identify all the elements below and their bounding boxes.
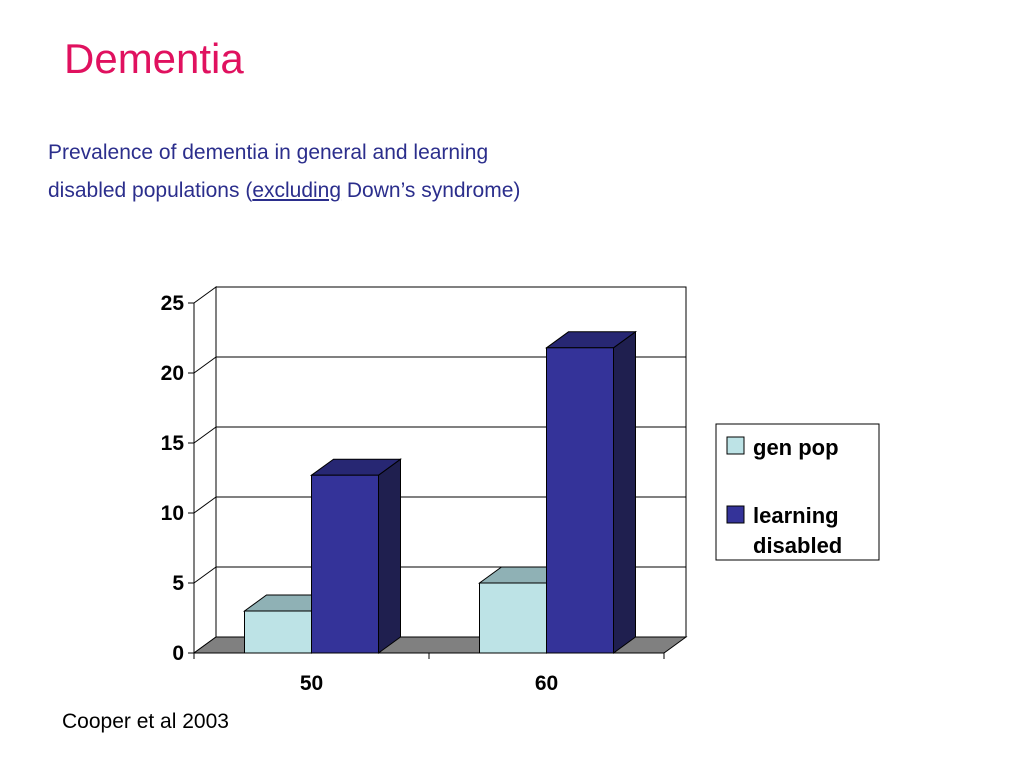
legend-swatch — [726, 436, 745, 455]
y-tick-label: 25 — [161, 292, 185, 315]
legend-label: disabled — [753, 533, 842, 558]
bar-front — [546, 347, 614, 654]
y-tick-label: 0 — [172, 642, 184, 665]
slide-title: Dementia — [64, 35, 244, 82]
subtitle-line-2-pre: disabled populations ( — [48, 179, 253, 202]
bar-front — [311, 474, 379, 654]
chart-subtitle: Prevalence of dementia in general and le… — [48, 134, 520, 210]
bar-side — [378, 458, 401, 654]
y-tick-label: 10 — [161, 502, 184, 525]
subtitle-line-2: disabled populations (excluding Down’s s… — [48, 172, 520, 210]
gridline-side — [193, 566, 217, 584]
bars — [242, 330, 638, 654]
y-tick-label: 15 — [161, 432, 185, 455]
y-tick-label: 20 — [161, 362, 184, 385]
subtitle-underlined-word: excluding — [252, 179, 342, 202]
subtitle-line-1: Prevalence of dementia in general and le… — [48, 141, 489, 164]
legend: gen pop learning disabled — [715, 423, 880, 561]
bar-front — [479, 582, 547, 654]
gridline-side — [193, 426, 217, 444]
y-tick-label: 5 — [172, 572, 184, 595]
y-axis: 0 5 10 15 20 25 — [161, 292, 195, 665]
gridline-side — [193, 356, 217, 374]
bar-side — [613, 330, 636, 654]
x-tick-label: 60 — [535, 672, 558, 695]
bar — [544, 330, 638, 654]
bar — [309, 458, 403, 654]
subtitle-line-2-post: Down’s syndrome) — [341, 179, 521, 202]
side-wall — [193, 286, 217, 654]
bar-front — [244, 610, 312, 654]
legend-label: gen pop — [753, 435, 839, 460]
citation: Cooper et al 2003 — [62, 710, 229, 733]
x-axis: 50 60 — [193, 652, 665, 695]
legend-label: learning — [753, 503, 839, 528]
gridline-side — [193, 496, 217, 514]
x-tick-label: 50 — [300, 672, 323, 695]
legend-swatch — [726, 505, 745, 524]
